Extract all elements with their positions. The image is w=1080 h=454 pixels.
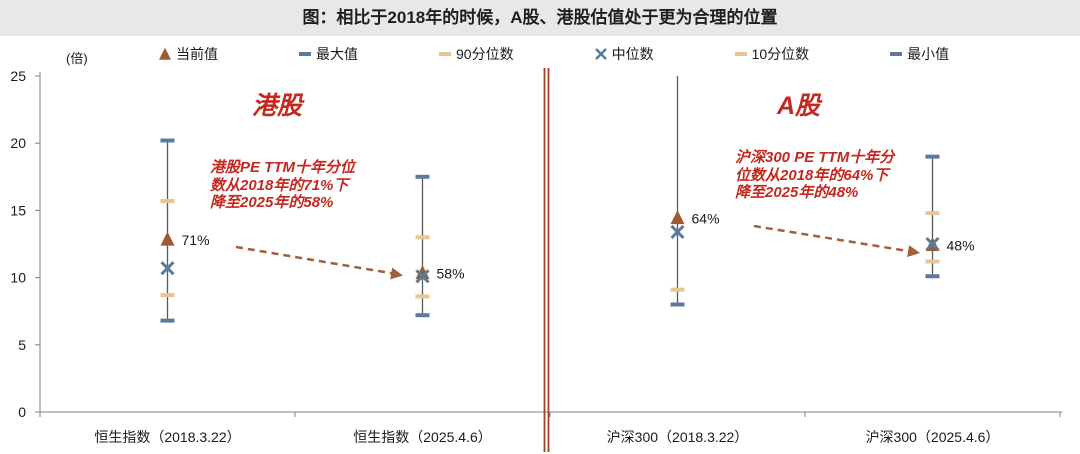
y-tick-label: 20 [10,135,26,151]
maximum-marker [925,154,940,159]
annotation-line: 数从2018年的71%下 [210,176,349,194]
median-marker [670,224,685,239]
x-tick-label: 恒生指数（2018.3.22） [94,429,240,445]
annotation-hong-kong: 港股PE TTM十年分位 数从2018年的71%下 降至2025年的58% [210,159,355,212]
data-label: 58% [437,266,465,282]
annotation-line: 降至2025年的58% [210,194,334,211]
legend-item-maximum: 最大值 [298,44,358,64]
annotation-line: 位数从2018年的64%下 [735,166,889,184]
legend-item-median: 中位数 [594,44,654,64]
maximum-marker [160,138,175,143]
annotation-line: 降至2025年的48% [735,184,859,201]
chart-title: 图：相比于2018年的时候，A股、港股估值处于更为合理的位置 [302,8,778,27]
legend-dash-icon [439,52,451,56]
percentile-10-marker [415,294,430,299]
legend-label: 10分位数 [751,46,810,62]
legend-marker [594,48,607,60]
minimum-marker [670,302,685,307]
legend-marker [890,52,903,56]
axes: 0 5 10 15 20 25 恒生指数（2018.3.22） 恒生指数（2025.4.6） 沪… [10,68,1062,445]
annotation-line: 港股PE TTM十年分位 [210,159,355,176]
legend-dash-icon [299,52,311,56]
y-tick-label: 15 [10,202,26,218]
legend-item-current-value: 当前值 [158,44,218,64]
hk-trend-arrow-head [390,267,403,280]
median-marker [925,236,940,252]
legend-marker [734,52,747,56]
percentile-90-marker [415,235,430,240]
group-label-a-share: A股 [777,92,821,120]
a-share-trend-arrow-head [907,245,920,257]
percentile-10-marker [160,293,175,298]
current-value-marker [670,210,685,225]
legend-item-percentile-90: 90分位数 [438,44,514,64]
legend-label: 最大值 [316,46,358,62]
legend-label: 最小值 [907,46,950,62]
legend-marker [299,52,311,56]
legend-item-percentile-10: 10分位数 [734,44,810,64]
minimum-marker [925,274,940,279]
x-tick-label: 沪深300（2018.3.22） [607,429,749,445]
plot-marks [160,76,940,323]
maximum-marker [415,174,430,179]
annotation-a-share: 沪深300 PE TTM十年分 位数从2018年的64%下 降至2025年的48… [735,149,894,202]
legend-triangle-icon [159,47,171,60]
percentile-10-marker [670,287,685,292]
y-tick-label: 0 [18,404,26,420]
percentile-10-marker [925,259,940,264]
legend-marker-stroke [594,48,607,60]
minimum-marker [160,318,175,323]
group-label-hong-kong: 港股 [252,92,303,120]
percentile-90-marker [160,198,175,203]
median-marker [415,269,430,284]
annotation-line: 沪深300 PE TTM十年分 [735,149,895,166]
median-marker-stroke [670,224,685,239]
y-tick-label: 10 [10,270,26,286]
x-tick-label: 恒生指数（2025.4.6） [353,429,492,445]
y-tick-label: 5 [18,337,26,353]
data-label: 71% [182,232,210,248]
legend-dash-icon [734,52,747,56]
hk-trend-arrow-shaft [235,245,393,275]
y-tick-label: 25 [10,68,26,84]
median-marker-stroke [925,236,940,252]
legend-cross-icon [594,48,607,60]
a-share-trend-arrow-shaft [753,224,910,253]
legend: 当前值 最大值 90分位数 中位数 10分位数 最小值 [158,45,949,63]
trend-arrows [235,224,920,280]
x-tick-label: 沪深300（2025.4.6） [866,429,1000,445]
current-value-marker [415,265,430,280]
market-divider [543,68,550,452]
median-marker-stroke [160,261,175,276]
legend-dash-icon [890,52,903,56]
median-marker [160,261,175,276]
legend-label: 当前值 [176,46,218,62]
data-labels: 71% 58% 64% 48% [182,210,975,281]
legend-label: 中位数 [611,46,654,62]
median-marker-stroke [415,269,430,284]
percentile-90-marker [925,211,940,216]
legend-label: 90分位数 [456,46,514,62]
y-axis-unit-label: (倍) [66,51,88,66]
minimum-marker [415,313,430,318]
title-bar: 图：相比于2018年的时候，A股、港股估值处于更为合理的位置 [0,0,1080,36]
data-label: 48% [947,237,975,253]
legend-marker [439,52,451,56]
legend-item-minimum: 最小值 [889,44,949,64]
data-label: 64% [692,210,720,226]
legend-marker [159,47,171,60]
current-value-marker [160,231,175,246]
